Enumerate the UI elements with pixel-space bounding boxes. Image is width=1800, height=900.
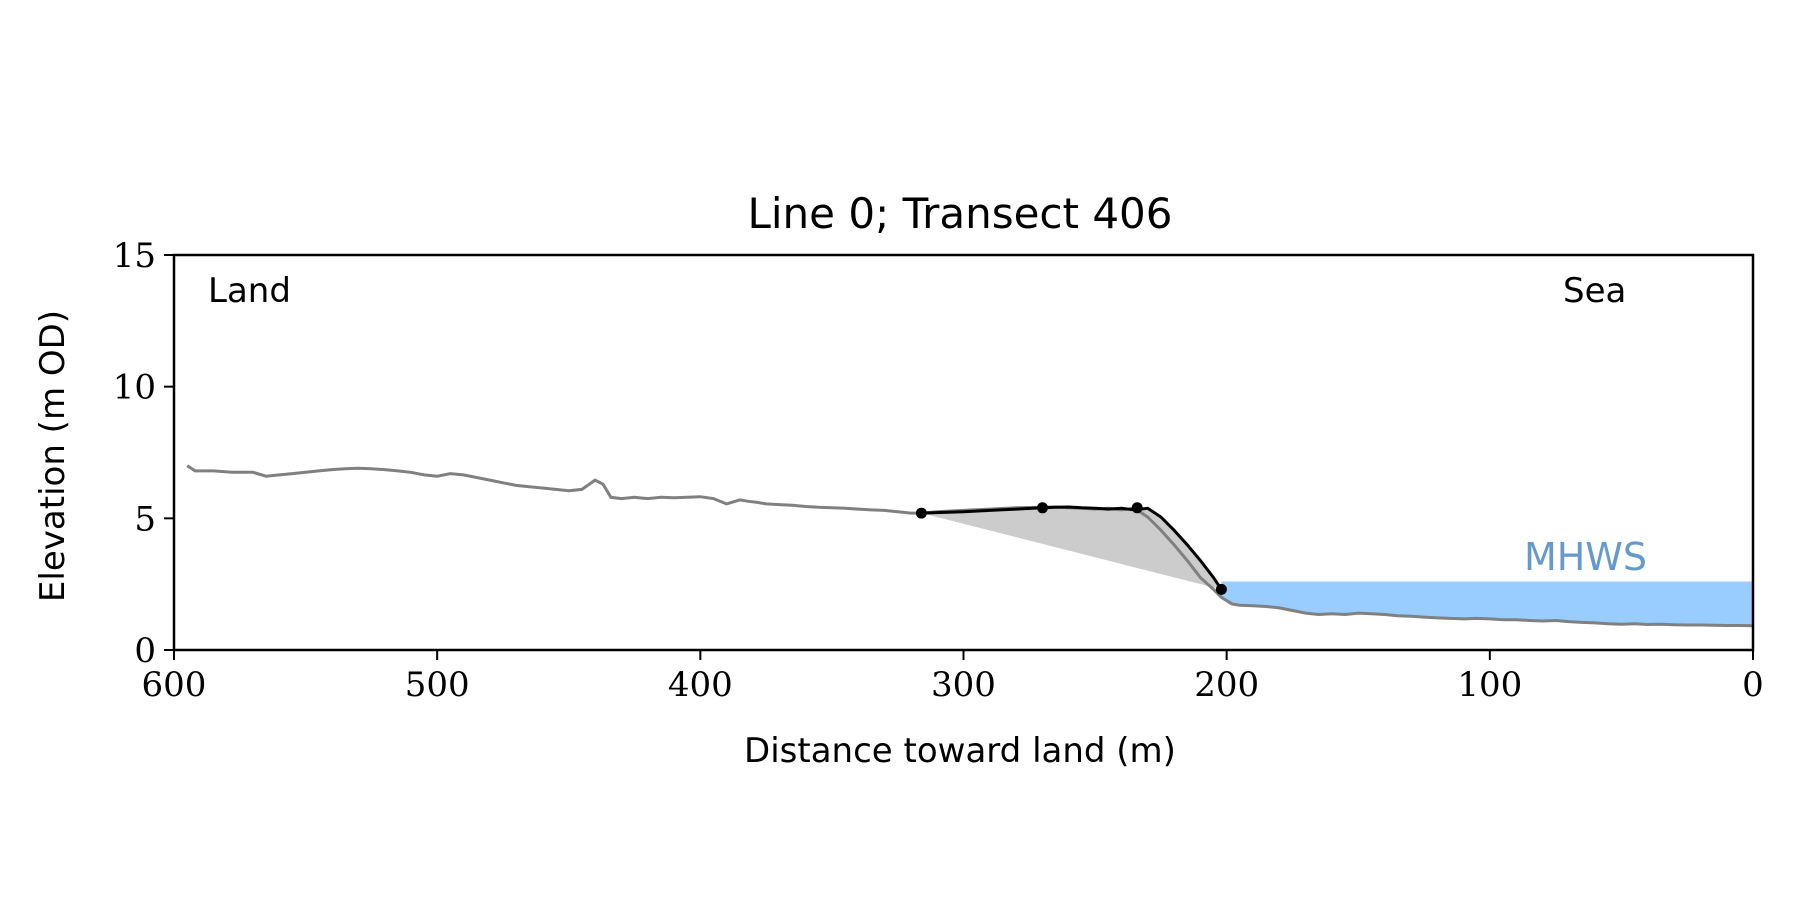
sea-annotation: Sea <box>1563 271 1626 311</box>
dune-marker-point <box>915 507 927 519</box>
dune-marker-point <box>1215 583 1227 595</box>
sea-fill <box>1221 581 1753 626</box>
dune-volume-fill <box>921 507 1222 590</box>
chart-title: Line 0; Transect 406 <box>747 189 1172 238</box>
x-tick-label: 100 <box>1457 665 1522 705</box>
x-tick-label: 300 <box>931 665 996 705</box>
dune-marker-point <box>1131 502 1143 514</box>
x-tick-label: 500 <box>405 665 470 705</box>
y-tick-label: 0 <box>134 631 156 671</box>
mhws-label: MHWS <box>1524 535 1647 579</box>
y-tick-label: 10 <box>113 368 156 408</box>
profile-lines-layer <box>186 464 1754 628</box>
x-axis-label: Distance toward land (m) <box>744 731 1176 771</box>
markers-layer <box>915 502 1227 595</box>
y-axis-label: Elevation (m OD) <box>33 310 73 602</box>
y-tick-label: 5 <box>134 499 156 539</box>
x-tick-label: 200 <box>1194 665 1259 705</box>
dune-marker-point <box>1037 502 1048 514</box>
axes-layer: 600 500 400 300 200 100 0 0 5 10 15 <box>113 236 1764 705</box>
sea-layer <box>1221 581 1753 626</box>
x-tick-label: 600 <box>142 665 207 705</box>
x-tick-label: 400 <box>668 665 733 705</box>
dune-volume-fill-layer <box>921 507 1222 590</box>
x-tick-label: 0 <box>1742 665 1764 705</box>
land-annotation: Land <box>208 271 291 311</box>
dune-line <box>921 505 1223 591</box>
y-tick-label: 15 <box>113 236 156 276</box>
